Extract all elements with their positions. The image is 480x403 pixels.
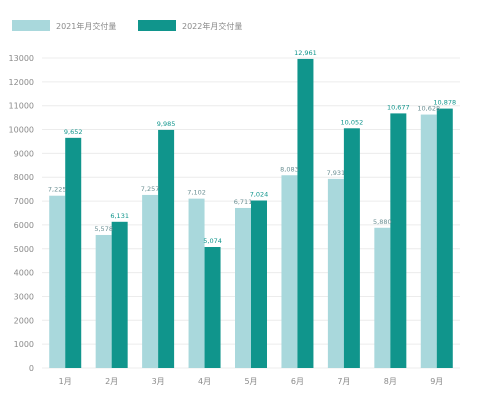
bar-2021 [95, 234, 112, 368]
bars [49, 58, 453, 369]
data-label: 9,985 [157, 120, 176, 128]
x-tick-label: 6月 [291, 377, 304, 386]
bar-2021 [188, 198, 205, 368]
y-tick-label: 13000 [9, 54, 34, 63]
data-label: 6,131 [110, 212, 129, 220]
data-label: 6,711 [234, 198, 253, 206]
data-label: 10,677 [387, 103, 410, 111]
y-tick-label: 2000 [14, 316, 34, 325]
y-tick-label: 1000 [14, 340, 34, 349]
data-label: 10,052 [341, 118, 364, 126]
bar-2021 [374, 227, 391, 368]
data-label: 7,024 [250, 191, 269, 199]
legend-swatch [138, 20, 176, 31]
legend: 2021年月交付量 2022年月交付量 [12, 20, 242, 31]
data-label: 5,880 [373, 218, 392, 226]
bar-2022 [65, 137, 82, 368]
bar-2021 [281, 175, 298, 368]
y-tick-label: 7000 [14, 197, 34, 206]
bar-2021 [235, 207, 251, 368]
x-tick-label: 5月 [244, 377, 257, 386]
x-tick-label: 3月 [152, 377, 165, 386]
data-label: 10,628 [417, 105, 440, 113]
bar-2022 [158, 129, 175, 368]
data-label: 8,083 [280, 165, 299, 173]
y-tick-label: 0 [29, 364, 34, 373]
data-label: 7,225 [48, 186, 67, 194]
bar-2022 [390, 113, 407, 368]
bar-2021 [49, 195, 66, 368]
y-tick-label: 10000 [9, 126, 34, 135]
bar-2022 [251, 200, 267, 368]
y-tick-label: 12000 [9, 78, 34, 87]
data-label: 7,257 [141, 185, 160, 193]
y-axis: 0 1000 2000 3000 4000 5000 6000 7000 8000 9000 100… [9, 54, 34, 373]
legend-label: 2021年月交付量 [56, 21, 116, 31]
x-tick-label: 8月 [384, 377, 397, 386]
data-label: 5,578 [94, 225, 113, 233]
data-labels: 7,225 9,652 5,578 6,131 7,257 9,985 7,102 5,074… [48, 49, 456, 245]
bar-2022 [297, 58, 314, 369]
data-label: 9,652 [64, 128, 83, 136]
data-label: 10,878 [433, 99, 456, 107]
bar-2022 [111, 221, 128, 368]
x-tick-label: 7月 [337, 377, 350, 386]
y-tick-label: 11000 [9, 102, 34, 111]
data-label: 7,931 [327, 169, 346, 177]
x-axis: 1月 2月 3月 4月 5月 6月 7月 8月 9月 [59, 377, 444, 386]
y-tick-label: 6000 [14, 221, 34, 230]
y-tick-label: 4000 [14, 269, 34, 278]
data-label: 7,102 [187, 189, 206, 197]
x-tick-label: 4月 [198, 377, 211, 386]
bar-2021 [142, 194, 159, 368]
bar-2021 [327, 178, 344, 368]
x-tick-label: 2月 [105, 377, 118, 386]
x-tick-label: 1月 [59, 377, 72, 386]
data-label: 5,074 [203, 237, 222, 245]
bar-2022 [436, 108, 453, 369]
y-tick-label: 8000 [14, 173, 34, 182]
bar-2022 [204, 247, 221, 368]
bar-2022 [343, 128, 360, 368]
y-tick-label: 5000 [14, 245, 34, 254]
bar-2021 [420, 114, 437, 368]
x-tick-label: 9月 [430, 377, 443, 386]
y-tick-label: 3000 [14, 292, 34, 301]
legend-label: 2022年月交付量 [182, 21, 242, 31]
legend-swatch [12, 20, 50, 31]
y-tick-label: 9000 [14, 149, 34, 158]
data-label: 12,961 [294, 49, 317, 57]
